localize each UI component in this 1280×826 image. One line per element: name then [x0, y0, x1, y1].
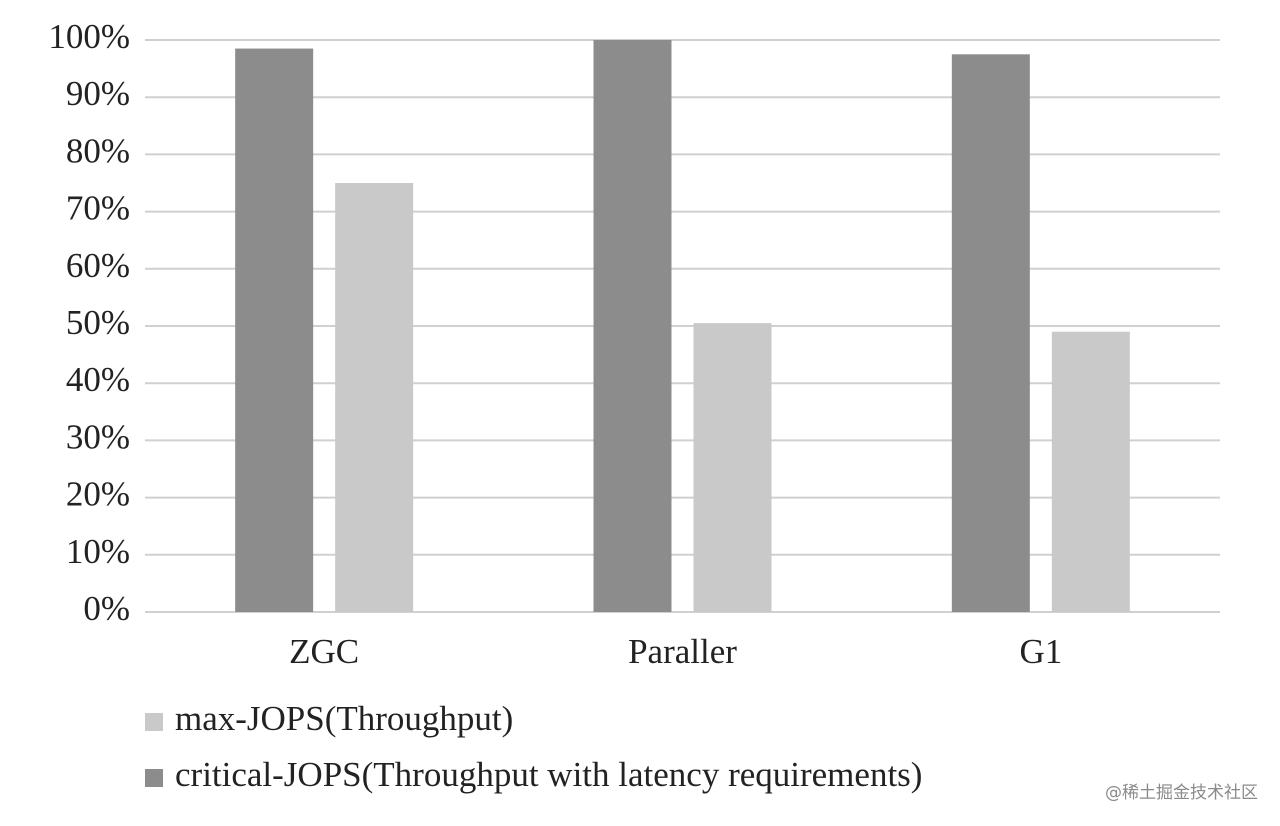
bar	[335, 183, 414, 612]
y-tick-label: 50%	[66, 303, 130, 342]
legend-swatch	[145, 713, 163, 731]
y-tick-label: 100%	[48, 17, 130, 56]
y-tick-label: 60%	[66, 246, 130, 285]
x-tick-label: ZGC	[289, 632, 359, 671]
y-tick-label: 40%	[66, 360, 130, 399]
y-tick-label: 90%	[66, 74, 130, 113]
y-tick-label: 20%	[66, 475, 130, 514]
y-tick-label: 10%	[66, 532, 130, 571]
y-tick-label: 0%	[83, 589, 130, 628]
watermark: @稀土掘金技术社区	[1105, 783, 1258, 803]
y-tick-label: 70%	[66, 189, 130, 228]
bar	[593, 40, 672, 612]
bar	[235, 48, 314, 612]
x-tick-label: Paraller	[628, 632, 737, 671]
y-tick-label: 80%	[66, 131, 130, 170]
bar	[1051, 331, 1130, 612]
y-tick-label: 30%	[66, 417, 130, 456]
legend-label: critical-JOPS(Throughput with latency re…	[175, 755, 922, 794]
x-tick-label: G1	[1019, 632, 1062, 671]
bar	[951, 54, 1030, 613]
bar	[693, 323, 772, 612]
legend-swatch	[145, 769, 163, 787]
legend-label: max-JOPS(Throughput)	[175, 699, 513, 738]
